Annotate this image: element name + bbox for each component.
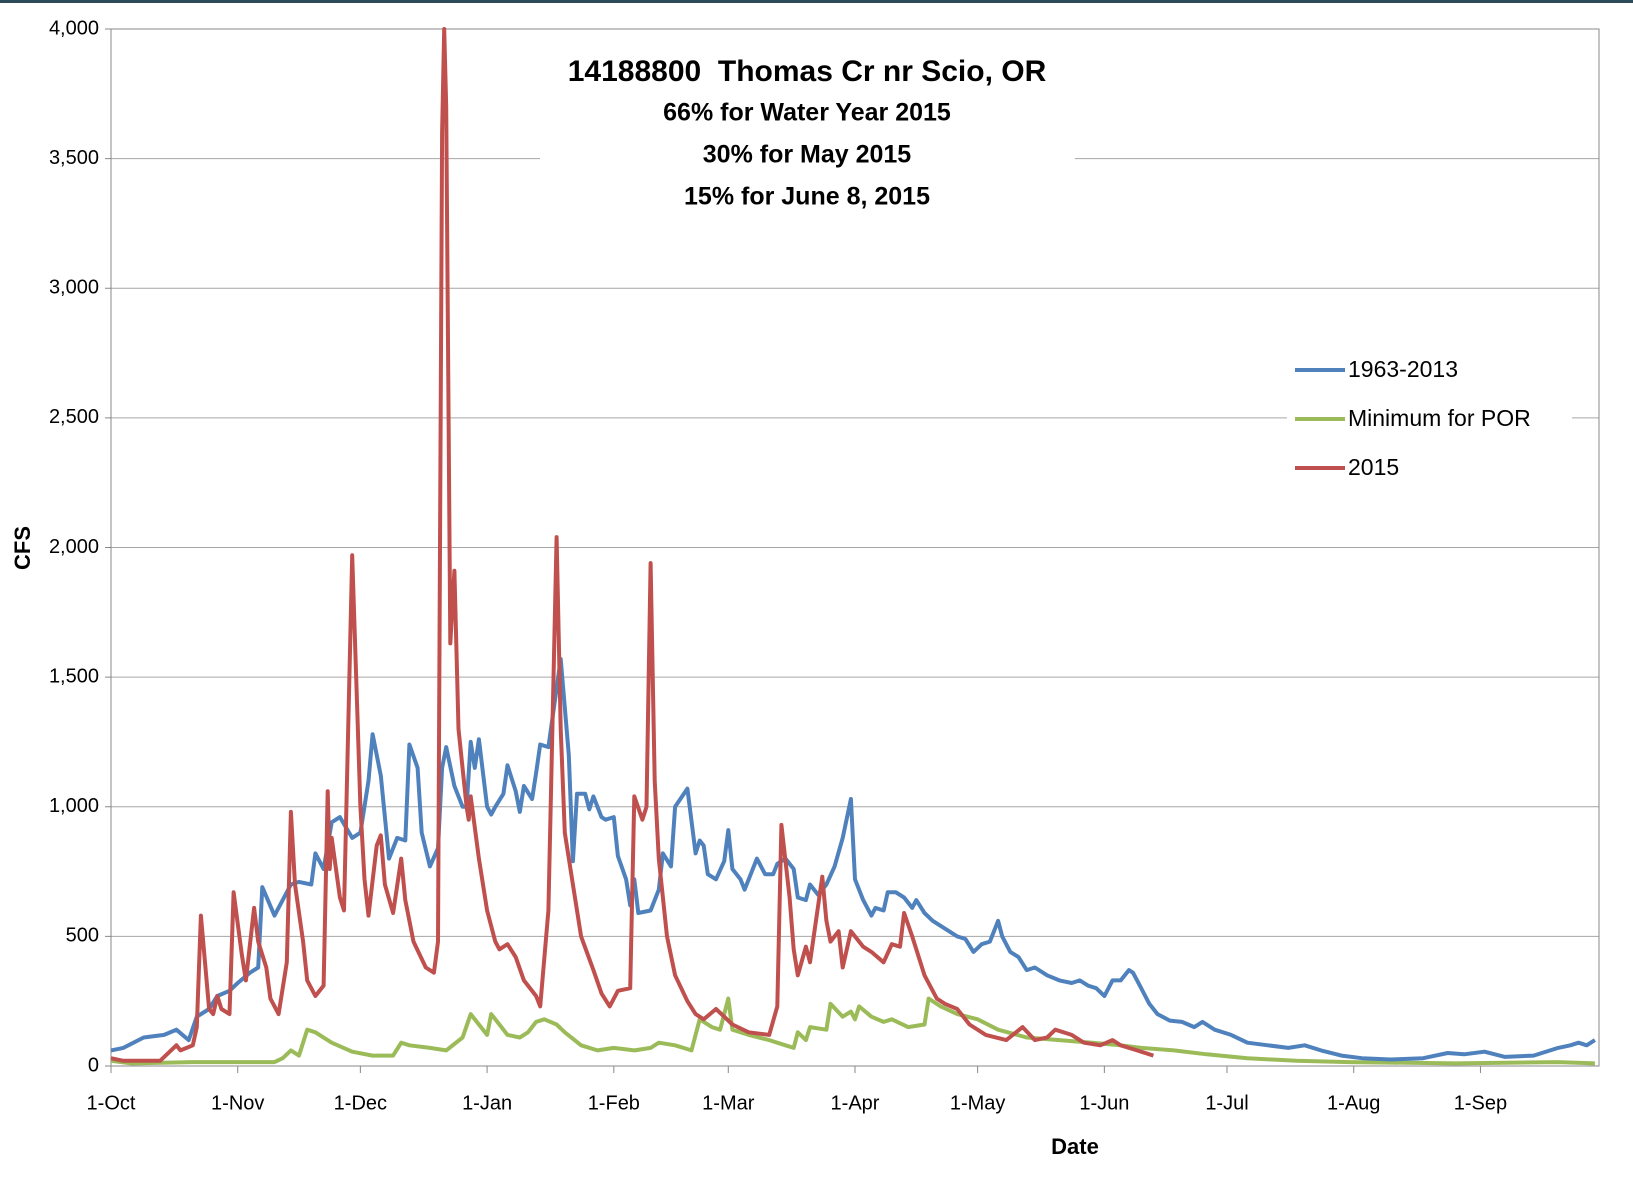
x-tick-label: 1-Dec	[334, 1092, 387, 1114]
y-tick-label: 1,000	[49, 795, 99, 817]
x-tick-label: 1-Apr	[831, 1092, 880, 1114]
chart-subtitle: 30% for May 2015	[703, 141, 912, 169]
legend-label: 1963-2013	[1348, 356, 1458, 382]
legend: 1963-2013 Minimum for POR 2015	[1287, 342, 1572, 497]
top-border	[0, 0, 1633, 3]
x-tick-label: 1-Feb	[588, 1092, 640, 1114]
y-tick-label: 2,500	[49, 406, 99, 428]
y-tick-label: 3,000	[49, 277, 99, 299]
x-tick-label: 1-May	[950, 1092, 1006, 1114]
chart-title: 14188800 Thomas Cr nr Scio, OR	[568, 55, 1047, 88]
y-tick-label: 4,000	[49, 17, 99, 39]
chart-subtitle: 66% for Water Year 2015	[663, 99, 951, 127]
x-tick-label: 1-Jul	[1205, 1092, 1248, 1114]
legend-label: Minimum for POR	[1348, 405, 1531, 431]
x-tick-label: 1-Aug	[1327, 1092, 1380, 1114]
chart-subtitle: 15% for June 8, 2015	[684, 183, 930, 211]
y-tick-label: 1,500	[49, 665, 99, 687]
x-tick-label: 1-Sep	[1454, 1092, 1507, 1114]
x-tick-label: 1-Jan	[462, 1092, 512, 1114]
x-tick-label: 1-Jun	[1079, 1092, 1129, 1114]
plot-frame	[110, 28, 1600, 1067]
x-tick-label: 1-Nov	[211, 1092, 264, 1114]
y-tick-label: 500	[66, 925, 99, 947]
x-tick-label: 1-Oct	[87, 1092, 136, 1114]
x-axis-title: Date	[1051, 1134, 1099, 1159]
legend-label: 2015	[1348, 454, 1399, 480]
y-tick-label: 3,500	[49, 147, 99, 169]
title-box	[540, 48, 1075, 218]
y-tick-label: 0	[88, 1054, 99, 1076]
y-axis-title: CFS	[10, 526, 35, 570]
series-line	[110, 657, 1596, 1062]
series-line	[110, 27, 1155, 1063]
y-tick-label: 2,000	[49, 536, 99, 558]
series-line	[110, 996, 1595, 1066]
line-layer	[110, 27, 1596, 1066]
x-tick-label: 1-Mar	[702, 1092, 755, 1114]
